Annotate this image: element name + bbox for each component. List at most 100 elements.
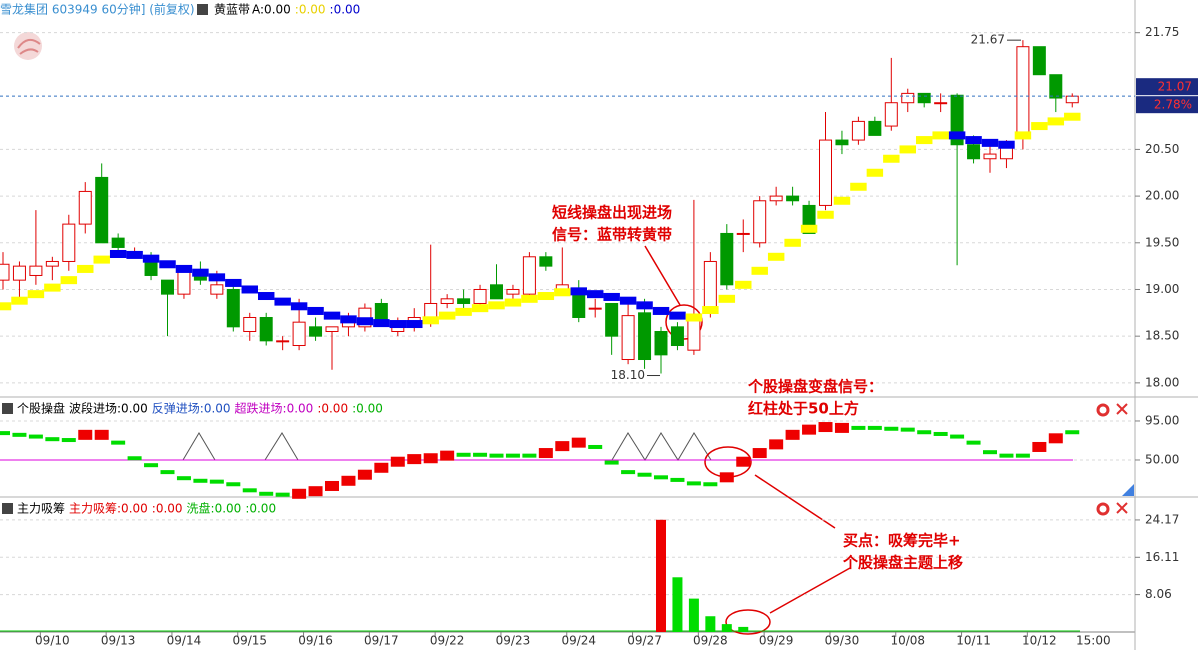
- band-segment: [899, 145, 916, 154]
- volume-bar: [705, 616, 716, 632]
- candle-body: [440, 298, 454, 304]
- band-segment: [488, 301, 505, 310]
- band-segment: [0, 302, 12, 311]
- candle-body: [506, 288, 520, 295]
- band-segment: [340, 315, 357, 324]
- logo: [14, 32, 42, 60]
- x-tick-label: 09/13: [101, 634, 136, 648]
- x-tick-label: 09/28: [693, 634, 728, 648]
- indicator-bar: [670, 477, 685, 482]
- annotation: 买点：吸筹完毕+: [843, 532, 961, 550]
- y-tick-label: 19.00: [1145, 282, 1179, 296]
- indicator-bar: [176, 476, 191, 481]
- band-segment: [27, 290, 45, 299]
- band-segment: [356, 317, 374, 326]
- candle-body: [276, 340, 290, 343]
- candle-body: [292, 321, 306, 347]
- indicator-bar: [933, 431, 948, 436]
- band-segment: [142, 254, 160, 263]
- band-segment: [455, 307, 472, 316]
- band-segment: [93, 255, 110, 264]
- indicator-bar: [61, 438, 76, 443]
- indicator-bar: [834, 422, 849, 433]
- indicator-bar: [999, 453, 1014, 458]
- close-icon[interactable]: [1116, 502, 1128, 514]
- indicator-bar: [900, 427, 915, 432]
- band-segment: [159, 260, 176, 269]
- pattern-triangles: [182, 432, 712, 461]
- candle-body: [703, 260, 717, 314]
- legend-item: :0.00: [317, 402, 348, 416]
- band-segment: [587, 290, 604, 299]
- candle-body: [786, 195, 800, 202]
- legend-item: :0.00: [295, 3, 326, 17]
- close-icon[interactable]: [1116, 403, 1128, 415]
- indicator-bar: [489, 453, 504, 458]
- indicator-name: 黄蓝带: [214, 3, 250, 17]
- candle-body: [177, 270, 191, 295]
- band-segment: [126, 250, 143, 259]
- band-segment: [504, 298, 522, 307]
- change-label: 2.78%: [1154, 98, 1192, 112]
- x-tick-label: 10/12: [1022, 634, 1057, 648]
- indicator-bar: [752, 448, 767, 459]
- band-segment: [735, 280, 752, 289]
- x-tick-label: 09/23: [496, 634, 531, 648]
- x-tick-label: 09/17: [364, 634, 399, 648]
- band-segment: [471, 304, 489, 313]
- panel-icons[interactable]: [1096, 403, 1128, 516]
- indicator-bar: [440, 450, 455, 461]
- candle-body: [983, 153, 997, 160]
- band-segment: [916, 136, 933, 145]
- indicator-bar: [325, 480, 339, 491]
- candle-body: [605, 302, 619, 337]
- band-segment: [422, 316, 439, 325]
- band-segment: [866, 168, 884, 177]
- indicator-bar: [1065, 430, 1080, 435]
- low-mark-label: 18.10: [611, 368, 645, 382]
- candle-body: [868, 120, 882, 136]
- y-tick-label: 21.75: [1145, 25, 1179, 39]
- indicator-bar: [686, 481, 701, 486]
- band-segment: [521, 294, 538, 303]
- band-segment: [833, 196, 851, 205]
- candle-body: [457, 298, 471, 304]
- settings-icon[interactable]: [1096, 403, 1110, 417]
- y-tick-label: 8.06: [1145, 587, 1172, 601]
- band-segment: [258, 292, 275, 301]
- resize-corner: [1122, 484, 1134, 496]
- band-segment: [208, 273, 226, 282]
- candle-body: [539, 256, 553, 267]
- x-tick-label: 09/14: [167, 634, 202, 648]
- annotation: 短线操盘出现进场: [552, 204, 672, 222]
- legend-item: 超跌进场:0.00: [235, 401, 314, 416]
- indicator-bar: [851, 425, 866, 430]
- band-segment: [998, 140, 1015, 149]
- candle-body: [0, 263, 10, 281]
- indicator-bar: [292, 488, 307, 499]
- indicator-bar: [917, 430, 932, 435]
- band-segment: [817, 210, 834, 219]
- candle-body: [654, 331, 668, 356]
- candle-body: [1016, 46, 1030, 135]
- y-tick-label: 19.50: [1145, 235, 1179, 249]
- x-tick-label: 09/22: [430, 634, 465, 648]
- indicator-bar: [390, 456, 405, 467]
- band-segment: [373, 319, 390, 328]
- x-tick-label: 09/15: [232, 634, 267, 648]
- indicator-bar: [588, 444, 603, 449]
- indicator-bar: [0, 431, 10, 436]
- candle-body: [1032, 46, 1046, 76]
- x-tick-label: 09/30: [825, 634, 860, 648]
- indicator-bar: [341, 475, 356, 486]
- settings-icon[interactable]: [1096, 502, 1110, 516]
- legend-item: :0.00: [245, 502, 276, 516]
- band-segment: [307, 306, 324, 315]
- x-tick-label: 10/11: [956, 634, 991, 648]
- y-tick-label: 95.00: [1145, 413, 1179, 427]
- candle-body: [29, 265, 43, 276]
- indicator-bar: [193, 478, 208, 483]
- candle-body: [12, 265, 26, 281]
- indicator-bar: [45, 437, 60, 442]
- indicator-bar: [473, 452, 488, 457]
